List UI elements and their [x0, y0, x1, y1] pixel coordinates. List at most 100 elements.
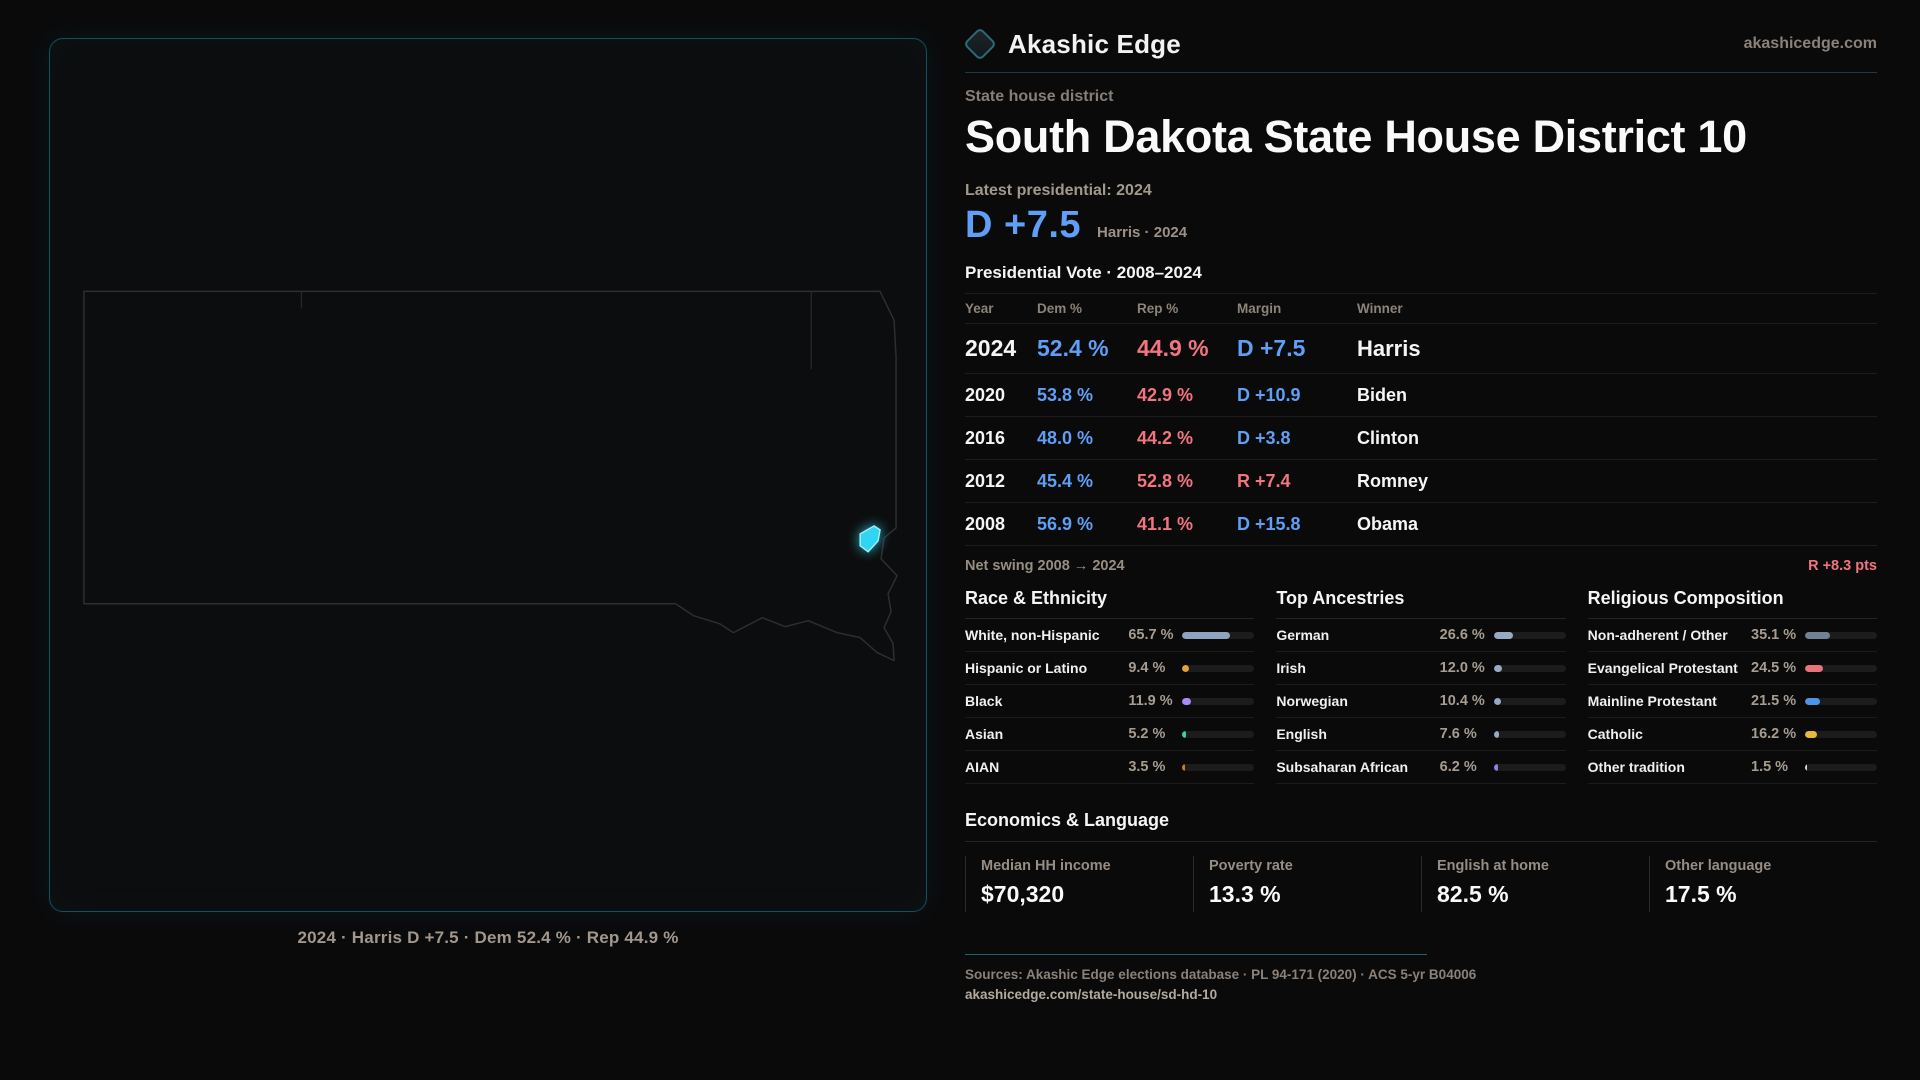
item-bar — [1182, 763, 1255, 771]
section-title: Top Ancestries — [1276, 588, 1566, 620]
latest-margin-value: D +7.5 — [965, 204, 1082, 247]
item-value: 9.4 % — [1128, 660, 1166, 677]
section-race-ethnicity: Race & Ethnicity White, non-Hispanic 65.… — [965, 588, 1255, 785]
district-10-shape — [859, 525, 881, 553]
vote-table-header: Year Dem % Rep % Margin Winner — [965, 293, 1877, 325]
item-label: Subsaharan African — [1276, 759, 1409, 776]
col-dem: Dem % — [1037, 301, 1083, 317]
col-rep: Rep % — [1137, 301, 1179, 317]
vote-table: Year Dem % Rep % Margin Winner 2024 52.4… — [965, 293, 1877, 547]
stat-value: 82.5 % — [1437, 881, 1509, 908]
winner-cell: Biden — [1357, 384, 1408, 405]
stat-label: Median HH income — [981, 858, 1111, 875]
demographics-grid: Race & Ethnicity White, non-Hispanic 65.… — [965, 588, 1877, 785]
item-value: 65.7 % — [1128, 627, 1174, 644]
stat-poverty-rate: Poverty rate 13.3 % — [1193, 856, 1421, 913]
item-bar — [1493, 664, 1566, 672]
table-row: 2012 45.4 % 52.8 % R +7.4 Romney — [965, 460, 1877, 504]
item-value: 7.6 % — [1439, 726, 1477, 743]
stat-english-at-home: English at home 82.5 % — [1421, 856, 1649, 913]
dem-cell: 53.8 % — [1037, 384, 1094, 405]
dem-cell: 56.9 % — [1037, 513, 1094, 534]
col-year: Year — [965, 301, 994, 317]
rep-cell: 44.2 % — [1137, 427, 1194, 448]
dem-cell: 48.0 % — [1037, 427, 1094, 448]
item-label: Irish — [1276, 660, 1306, 677]
list-item: AIAN 3.5 % — [965, 751, 1255, 785]
dem-cell: 52.4 % — [1037, 335, 1109, 362]
list-item: Irish 12.0 % — [1276, 652, 1566, 686]
south-dakota-map — [83, 290, 898, 662]
item-value: 12.0 % — [1439, 660, 1485, 677]
col-winner: Winner — [1357, 301, 1403, 317]
item-bar — [1493, 631, 1566, 639]
page-url-link[interactable]: akashicedge.com/state-house/sd-hd-10 — [965, 987, 1218, 1003]
winner-cell: Romney — [1357, 470, 1429, 491]
list-item: Asian 5.2 % — [965, 718, 1255, 752]
item-label: Black — [965, 693, 1003, 710]
vote-table-title: Presidential Vote · 2008–2024 — [965, 263, 1202, 283]
item-label: Asian — [965, 726, 1004, 743]
net-swing-label: Net swing 2008 → 2024 — [965, 558, 1125, 575]
section-religious-composition: Religious Composition Non-adherent / Oth… — [1587, 588, 1877, 785]
item-bar — [1805, 730, 1877, 738]
winner-cell: Obama — [1357, 513, 1419, 534]
rep-cell: 52.8 % — [1137, 470, 1194, 491]
item-value: 24.5 % — [1751, 660, 1797, 677]
stat-value: 17.5 % — [1665, 881, 1737, 908]
item-label: Non-adherent / Other — [1587, 627, 1728, 644]
winner-cell: Clinton — [1357, 427, 1419, 448]
table-row: 2008 56.9 % 41.1 % D +15.8 Obama — [965, 503, 1877, 547]
footer: Sources: Akashic Edge elections database… — [965, 954, 1877, 1004]
stat-other-language: Other language 17.5 % — [1649, 856, 1877, 913]
item-value: 26.6 % — [1439, 627, 1485, 644]
stat-value: $70,320 — [981, 881, 1065, 908]
list-item: German 26.6 % — [1276, 619, 1566, 653]
margin-cell: D +3.8 — [1237, 427, 1291, 448]
item-value: 10.4 % — [1439, 693, 1485, 710]
list-item: Other tradition 1.5 % — [1587, 751, 1877, 785]
page-title: South Dakota State House District 10 — [965, 111, 1747, 162]
item-bar — [1182, 697, 1255, 705]
stat-label: Other language — [1665, 858, 1772, 875]
table-row: 2024 52.4 % 44.9 % D +7.5 Harris — [965, 324, 1877, 375]
item-value: 11.9 % — [1128, 693, 1173, 710]
sources-line: Sources: Akashic Edge elections database… — [965, 967, 1477, 983]
brand-domain-link[interactable]: akashicedge.com — [1743, 35, 1877, 52]
latest-margin-sub: Harris · 2024 — [1097, 224, 1188, 242]
item-label: English — [1276, 726, 1327, 743]
year-cell: 2016 — [965, 427, 1006, 448]
item-value: 35.1 % — [1751, 627, 1797, 644]
item-label: Evangelical Protestant — [1587, 660, 1738, 677]
list-item: Norwegian 10.4 % — [1276, 685, 1566, 719]
item-label: Hispanic or Latino — [965, 660, 1088, 677]
margin-cell: D +10.9 — [1237, 384, 1301, 405]
header-divider — [965, 72, 1877, 73]
list-item: Catholic 16.2 % — [1587, 718, 1877, 752]
year-cell: 2008 — [965, 513, 1006, 534]
item-label: Catholic — [1587, 726, 1643, 743]
item-bar — [1805, 763, 1877, 771]
year-cell: 2020 — [965, 384, 1006, 405]
header: Akashic Edge akashicedge.com — [963, 24, 1877, 64]
kicker: State house district — [965, 88, 1114, 105]
item-value: 6.2 % — [1439, 759, 1477, 776]
stat-label: Poverty rate — [1209, 858, 1293, 875]
item-bar — [1182, 631, 1255, 639]
item-bar — [1805, 631, 1877, 639]
item-label: Other tradition — [1587, 759, 1685, 776]
latest-presidential-label: Latest presidential: 2024 — [965, 182, 1152, 200]
footer-divider — [965, 954, 1427, 956]
district-map-panel — [49, 38, 927, 912]
report-panel: Akashic Edge akashicedge.com State house… — [963, 24, 1877, 1004]
item-bar — [1493, 697, 1566, 705]
stat-label: English at home — [1437, 858, 1549, 875]
list-item: Subsaharan African 6.2 % — [1276, 751, 1566, 785]
item-label: White, non-Hispanic — [965, 627, 1100, 644]
item-bar — [1805, 697, 1877, 705]
section-title: Race & Ethnicity — [965, 588, 1255, 620]
rep-cell: 41.1 % — [1137, 513, 1194, 534]
winner-cell: Harris — [1357, 335, 1421, 361]
item-label: AIAN — [965, 759, 1000, 776]
economics-title: Economics & Language — [965, 810, 1877, 843]
